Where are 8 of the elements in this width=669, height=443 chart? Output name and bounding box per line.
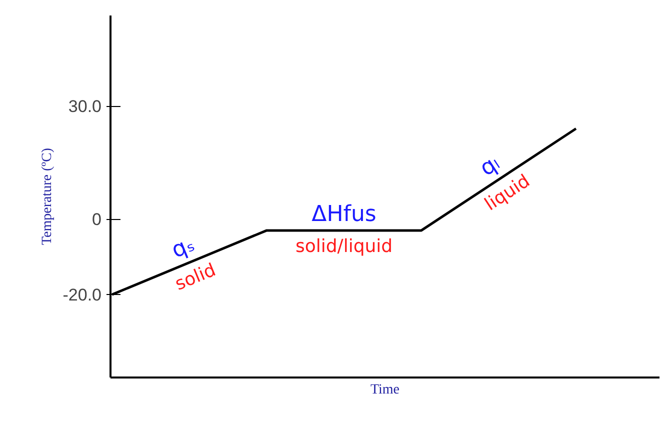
y-tick-label: -20.0 [62, 286, 102, 305]
y-axis-title: Temperature (ºC) [40, 148, 55, 246]
annotation: solid/liquid [295, 236, 393, 257]
annotation: qₗ [476, 150, 504, 182]
y-tick-label: 30.0 [68, 97, 102, 116]
y-tick-label: 0 [92, 210, 102, 230]
annotation: ΔHfus [312, 202, 376, 227]
x-axis-title: Time [370, 382, 400, 398]
